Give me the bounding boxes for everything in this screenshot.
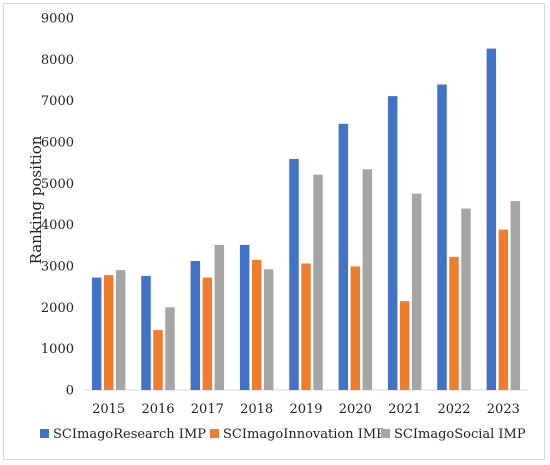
x-tick-label: 2016	[141, 402, 174, 417]
bar-scimagosocial-imp-2019	[313, 174, 323, 390]
y-tick-label: 8000	[41, 53, 74, 68]
bar-scimagoinnovation-imp-2019	[301, 263, 311, 390]
bar-scimagoinnovation-imp-2015	[103, 275, 114, 390]
x-tick-label: 2015	[92, 402, 125, 417]
bar-scimagoresearch-imp-2019	[289, 158, 299, 390]
y-tick-label: 2000	[41, 301, 74, 316]
y-axis-title: Ranking position	[27, 135, 45, 264]
y-axis-ticks: 0 1000 2000 3000 4000 5000 6000 7000 8000 9000	[41, 12, 74, 399]
bar-scimagosocial-imp-2020	[362, 169, 373, 390]
legend-swatch	[381, 429, 390, 438]
bar-scimagosocial-imp-2016	[165, 307, 175, 390]
x-tick-label: 2022	[437, 402, 470, 417]
legend-label: SCImagoInnovation IMP	[223, 427, 385, 442]
bar-scimagoresearch-imp-2022	[437, 84, 447, 391]
bar-scimagosocial-imp-2018	[263, 269, 274, 390]
x-axis-ticks: 2015 2016 2017 2018 2019 2020 2021 2022 2023	[92, 402, 520, 417]
bar-scimagosocial-imp-2015	[115, 270, 126, 390]
bar-scimagosocial-imp-2017	[214, 244, 225, 390]
bar-scimagoinnovation-imp-2016	[153, 330, 163, 390]
x-tick-label: 2018	[240, 402, 273, 417]
x-tick-label: 2021	[388, 402, 421, 417]
bar-scimagoinnovation-imp-2021	[399, 301, 410, 390]
bar-scimagoinnovation-imp-2022	[449, 256, 459, 390]
x-tick-label: 2019	[289, 402, 322, 417]
y-tick-label: 7000	[41, 94, 74, 109]
y-tick-label: 4000	[41, 218, 74, 233]
x-tick-label: 2017	[191, 402, 224, 417]
legend-swatch	[40, 429, 49, 438]
legend-label: SCImagoResearch IMP	[53, 427, 206, 442]
bar-scimagoinnovation-imp-2020	[350, 266, 361, 390]
legend: SCImagoResearch IMP SCImagoInnovation IMP…	[40, 427, 526, 442]
y-tick-label: 5000	[41, 177, 74, 192]
y-tick-label: 0	[66, 384, 74, 399]
bars	[91, 48, 521, 391]
bar-scimagoresearch-imp-2017	[190, 261, 201, 390]
legend-swatch	[210, 429, 219, 438]
bar-scimagoresearch-imp-2020	[338, 123, 349, 391]
bar-scimagosocial-imp-2021	[411, 193, 422, 390]
bar-scimagoresearch-imp-2015	[91, 277, 102, 390]
bar-scimagoinnovation-imp-2018	[251, 259, 262, 390]
bar-scimagosocial-imp-2022	[461, 208, 471, 390]
bar-scimagoresearch-imp-2021	[387, 96, 398, 391]
y-tick-label: 1000	[41, 342, 74, 357]
legend-label: SCImagoSocial IMP	[394, 427, 526, 442]
bar-scimagoresearch-imp-2016	[141, 275, 151, 390]
bar-scimagoresearch-imp-2018	[239, 244, 250, 390]
y-tick-label: 6000	[41, 136, 74, 151]
y-tick-label: 9000	[41, 12, 74, 27]
bar-scimagoinnovation-imp-2023	[498, 229, 509, 390]
bar-scimagosocial-imp-2023	[510, 201, 521, 390]
x-tick-label: 2023	[487, 402, 520, 417]
x-tick-label: 2020	[339, 402, 372, 417]
y-tick-label: 3000	[41, 260, 74, 275]
bar-scimagoresearch-imp-2023	[486, 48, 497, 390]
bar-scimagoinnovation-imp-2017	[202, 277, 213, 390]
